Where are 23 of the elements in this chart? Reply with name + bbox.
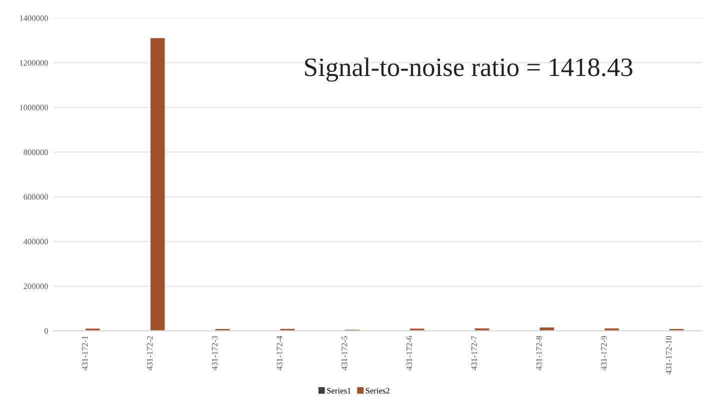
y-tick-label: 1000000 bbox=[20, 104, 48, 110]
legend-label: Series2 bbox=[366, 388, 390, 394]
y-tick-label: 800000 bbox=[24, 149, 48, 156]
y-tick-label: 1200000 bbox=[20, 60, 48, 66]
legend-label: Series1 bbox=[327, 388, 351, 394]
x-tick-label: 431-172-1 bbox=[82, 336, 88, 370]
bar bbox=[150, 38, 165, 331]
x-tick-label: 431-172-6 bbox=[406, 336, 412, 370]
x-tick-label: 431-172-8 bbox=[536, 336, 542, 370]
x-tick-label: 431-172-4 bbox=[276, 336, 282, 370]
x-tick-label: 431-172-10 bbox=[666, 336, 672, 374]
x-tick-label: 431-172-7 bbox=[471, 336, 477, 370]
y-tick-label: 600000 bbox=[24, 194, 48, 200]
x-tick-label: 431-172-9 bbox=[601, 336, 607, 370]
y-tick-label: 400000 bbox=[23, 238, 48, 244]
annotation: Signal-to-noise ratio = 1418.43 bbox=[305, 58, 632, 82]
y-tick-label: 0 bbox=[44, 328, 48, 334]
y-tick-label: 1400000 bbox=[20, 15, 48, 22]
y-tick-label: 200000 bbox=[24, 283, 48, 290]
x-tick-label: 431-172-5 bbox=[342, 336, 348, 370]
x-tick-label: 431-172-2 bbox=[146, 336, 153, 370]
bar bbox=[540, 327, 554, 331]
x-tick-label: 431-172-3 bbox=[212, 336, 218, 370]
